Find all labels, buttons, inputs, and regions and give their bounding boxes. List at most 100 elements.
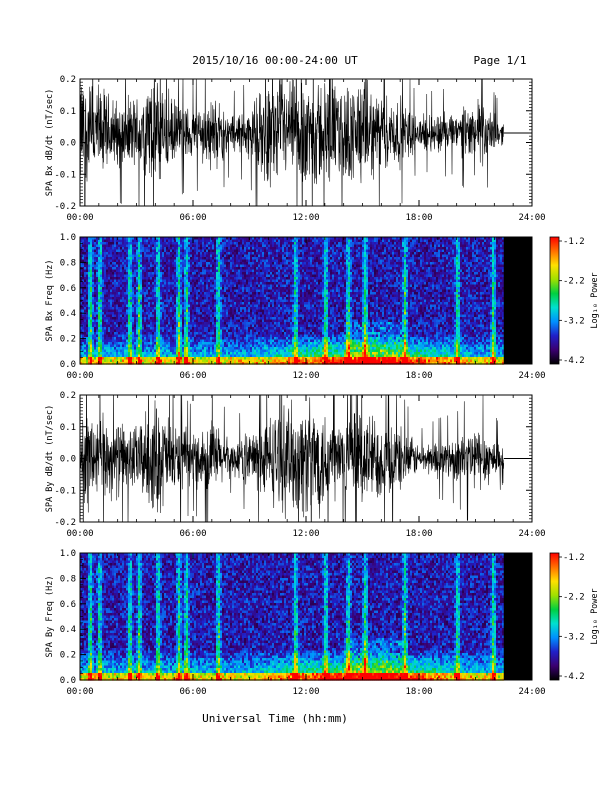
spectrogram-cell xyxy=(214,247,217,250)
spectrogram-cell xyxy=(210,282,213,285)
spectrogram-cell xyxy=(134,309,137,313)
spectrogram-cell xyxy=(220,297,223,300)
spectrogram-cell xyxy=(156,307,159,310)
spectrogram-cell xyxy=(182,282,185,285)
spectrogram-cell xyxy=(112,244,115,248)
spectrogram-cell xyxy=(204,337,207,340)
spectrogram-cell xyxy=(158,269,161,273)
spectrogram-cell xyxy=(266,354,269,358)
spectrogram-cell xyxy=(140,249,143,253)
spectrogram-cell xyxy=(162,347,165,350)
spectrogram-cell xyxy=(254,347,257,350)
spectrogram-cell xyxy=(262,254,265,258)
spectrogram-cell xyxy=(136,239,139,243)
spectrogram-cell xyxy=(174,237,177,240)
spectrogram-cell xyxy=(170,289,173,293)
spectrogram-cell xyxy=(164,332,167,335)
spectrogram-cell xyxy=(126,247,129,250)
spectrogram-cell xyxy=(248,307,251,310)
spectrogram-cell xyxy=(176,257,179,260)
spectrogram-cell xyxy=(240,349,243,353)
spectrogram-cell xyxy=(254,242,257,245)
spectrogram-cell xyxy=(262,259,265,263)
spectrogram-cell xyxy=(178,292,181,295)
spectrogram-cell xyxy=(198,287,201,290)
spectrogram-cell xyxy=(204,257,207,260)
spectrogram-cell xyxy=(94,244,97,248)
spectrogram-cell xyxy=(202,262,205,265)
spectrogram-cell xyxy=(138,277,141,280)
spectrogram-cell xyxy=(154,247,157,250)
spectrogram-cell xyxy=(250,334,253,338)
spectrogram-cell xyxy=(216,254,219,258)
spectrogram-cell xyxy=(82,347,85,350)
spectrogram-cell xyxy=(192,352,195,355)
spectrogram-cell xyxy=(220,324,223,328)
spectrogram-cell xyxy=(242,282,245,285)
spectrogram-cell xyxy=(260,352,263,355)
spectrogram-cell xyxy=(254,282,257,285)
spectrogram-cell xyxy=(126,334,129,338)
spectrogram-cell xyxy=(90,337,93,340)
spectrogram-cell xyxy=(264,289,267,293)
spectrogram-cell xyxy=(268,262,271,265)
spectrogram-cell xyxy=(100,324,103,328)
spectrogram-cell xyxy=(132,242,135,245)
spectrogram-cell xyxy=(228,312,231,315)
spectrogram-cell xyxy=(256,309,259,313)
spectrogram-cell xyxy=(138,314,141,318)
spectrogram-cell xyxy=(248,319,251,323)
spectrogram-cell xyxy=(264,322,267,325)
spectrogram-cell xyxy=(162,344,165,348)
spectrogram-cell xyxy=(170,344,173,348)
spectrogram-cell xyxy=(134,322,137,325)
spectrogram-cell xyxy=(106,249,109,253)
spectrogram-cell xyxy=(212,259,215,263)
spectrogram-cell xyxy=(114,242,117,245)
spectrogram-cell xyxy=(200,249,203,253)
spectrogram-cell xyxy=(146,264,149,268)
spectrogram-cell xyxy=(266,342,269,345)
spectrogram-cell xyxy=(194,292,197,295)
spectrogram-cell xyxy=(200,307,203,310)
spectrogram-cell xyxy=(98,264,101,268)
spectrogram-cell xyxy=(82,362,85,365)
spectrogram-cell xyxy=(186,327,189,330)
spectrogram-cell xyxy=(80,354,83,358)
spectrogram-cell xyxy=(138,342,141,345)
spectrogram-cell xyxy=(206,324,209,328)
spectrogram-cell xyxy=(110,334,113,338)
spectrogram-cell xyxy=(232,329,235,333)
spectrogram-cell xyxy=(204,302,207,305)
spectrogram-cell xyxy=(192,297,195,300)
spectrogram-cell xyxy=(108,307,111,310)
spectrogram-cell xyxy=(134,362,137,365)
spectrogram-cell xyxy=(250,252,253,255)
spectrogram-cell xyxy=(224,319,227,323)
spectrogram-cell xyxy=(240,237,243,240)
spectrogram-cell xyxy=(240,357,243,360)
spectrogram-cell xyxy=(192,264,195,268)
spectrogram-cell xyxy=(120,312,123,315)
spectrogram-cell xyxy=(90,257,93,260)
spectrogram-cell xyxy=(148,344,151,348)
spectrogram-cell xyxy=(96,259,99,263)
spectrogram-cell xyxy=(178,354,181,358)
spectrogram-cell xyxy=(214,304,217,308)
spectrogram-cell xyxy=(226,272,229,275)
spectrogram-cell xyxy=(236,304,239,308)
spectrogram-cell xyxy=(150,294,153,298)
spectrogram-cell xyxy=(208,362,211,365)
spectrogram-cell xyxy=(156,354,159,358)
spectrogram-cell xyxy=(190,289,193,293)
spectrogram-cell xyxy=(254,337,257,340)
spectrogram-cell xyxy=(164,359,167,363)
spectrogram-cell xyxy=(176,299,179,303)
spectrogram-cell xyxy=(230,267,233,270)
spectrogram-cell xyxy=(182,254,185,258)
spectrogram-cell xyxy=(100,352,103,355)
spectrogram-cell xyxy=(118,354,121,358)
spectrogram-cell xyxy=(240,274,243,278)
spectrogram-cell xyxy=(262,319,265,323)
spectrogram-cell xyxy=(168,344,171,348)
